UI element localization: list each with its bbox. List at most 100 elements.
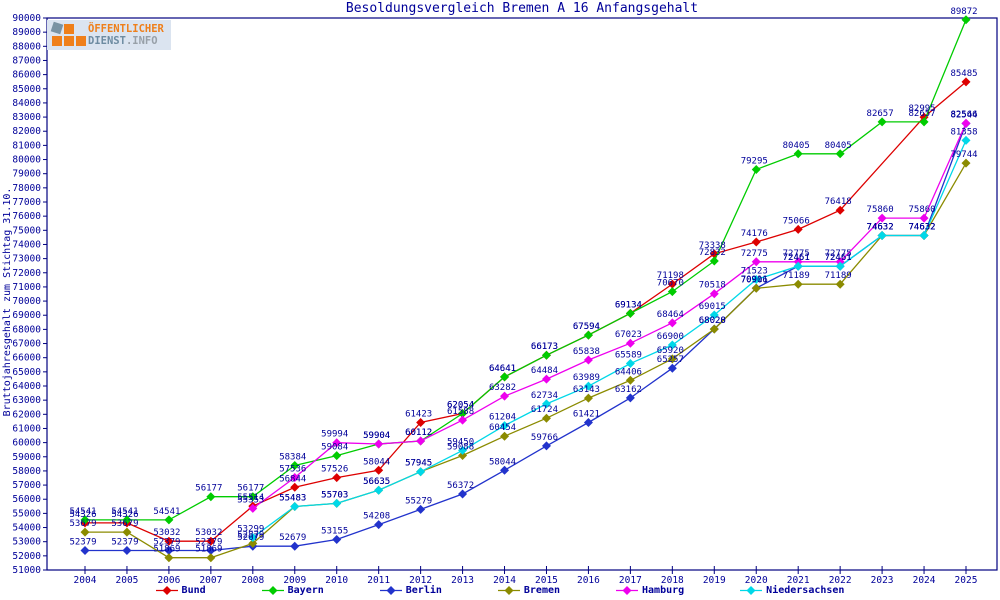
data-label-hamburg: 65838 <box>573 347 600 357</box>
data-marker-berlin <box>122 545 132 555</box>
x-tick-label: 2020 <box>745 575 768 586</box>
data-marker-bremen <box>164 553 174 563</box>
data-label-niedersachsen: 72461 <box>783 253 810 263</box>
y-tick-label: 83000 <box>12 112 41 123</box>
data-label-bund: 71198 <box>657 271 684 281</box>
data-marker-niedersachsen <box>583 381 593 391</box>
data-label-hamburg: 68464 <box>657 310 684 320</box>
data-label-bund: 53032 <box>195 528 222 538</box>
data-marker-bayern <box>541 350 551 360</box>
data-marker-bremen <box>80 527 90 537</box>
data-marker-bayern <box>793 149 803 159</box>
data-label-berlin: 59766 <box>531 433 558 443</box>
data-marker-hamburg <box>416 436 426 446</box>
legend-label: Bremen <box>523 585 561 596</box>
data-label-hamburg: 64484 <box>531 366 558 376</box>
data-label-hamburg: 55353 <box>237 495 264 505</box>
legend-item-niedersachsen: Niedersachsen <box>740 585 844 596</box>
legend-marker-icon <box>740 586 763 595</box>
data-label-hamburg: 72775 <box>741 249 768 259</box>
y-tick-label: 80000 <box>12 155 41 166</box>
data-label-berlin: 52679 <box>237 533 264 543</box>
data-label-bund: 76418 <box>825 197 852 207</box>
data-marker-hamburg <box>290 472 300 482</box>
data-marker-bayern <box>877 117 887 127</box>
data-label-bremen: 56635 <box>363 477 390 487</box>
legend-label: Niedersachsen <box>766 585 845 596</box>
data-marker-bund <box>793 224 803 234</box>
data-label-bayern: 69134 <box>615 300 642 310</box>
y-tick-label: 78000 <box>12 183 41 194</box>
data-label-bremen: 71189 <box>783 271 810 281</box>
data-label-niedersachsen: 53299 <box>237 524 264 534</box>
x-tick-label: 2008 <box>241 575 264 586</box>
y-tick-label: 71000 <box>12 282 41 293</box>
data-label-bremen: 52879 <box>237 530 264 540</box>
data-label-bayern: 82657 <box>867 109 894 119</box>
data-label-niedersachsen: 81358 <box>950 127 977 137</box>
data-marker-bayern <box>458 409 468 419</box>
data-marker-niedersachsen <box>793 261 803 271</box>
data-marker-bayern <box>919 117 929 127</box>
y-tick-label: 67000 <box>12 339 41 350</box>
data-marker-niedersachsen <box>961 135 971 145</box>
data-marker-bremen <box>248 538 258 548</box>
data-label-bayern: 54541 <box>153 507 180 517</box>
data-label-bund: 61423 <box>405 409 432 419</box>
data-label-berlin: 56372 <box>447 481 474 491</box>
x-tick-label: 2019 <box>703 575 726 586</box>
data-marker-hamburg <box>374 439 384 449</box>
data-marker-bayern <box>206 492 216 502</box>
y-tick-label: 62000 <box>12 409 41 420</box>
logo-line1: ÖFFENTLICHER <box>88 23 164 35</box>
data-label-bund: 66173 <box>531 342 558 352</box>
data-label-hamburg: 72775 <box>783 249 810 259</box>
data-marker-berlin <box>458 489 468 499</box>
data-label-bayern: 70670 <box>657 279 684 289</box>
data-marker-bremen <box>122 527 132 537</box>
data-marker-hamburg <box>919 213 929 223</box>
data-marker-berlin <box>500 465 510 475</box>
data-marker-niedersachsen <box>416 467 426 477</box>
data-marker-berlin <box>206 545 216 555</box>
data-marker-bremen <box>835 279 845 289</box>
data-marker-bremen <box>458 451 468 461</box>
data-label-niedersachsen: 74632 <box>909 223 936 233</box>
data-label-berlin: 54208 <box>363 512 390 522</box>
data-label-bremen: 74632 <box>909 223 936 233</box>
data-label-bund: 55514 <box>237 493 264 503</box>
y-tick-label: 73000 <box>12 254 41 265</box>
data-label-niedersachsen: 63989 <box>573 373 600 383</box>
data-label-bremen: 64406 <box>615 367 642 377</box>
data-label-berlin: 74632 <box>867 223 894 233</box>
oeffentlicher-dienst-logo[interactable]: ÖFFENTLICHER DIENST.INFO <box>47 20 171 50</box>
x-tick-label: 2023 <box>871 575 894 586</box>
logo-squares-icon <box>50 21 86 47</box>
data-label-niedersachsen: 59450 <box>447 437 474 447</box>
data-marker-berlin <box>332 534 342 544</box>
data-marker-niedersachsen <box>248 532 258 542</box>
data-marker-bayern <box>500 372 510 382</box>
y-tick-label: 79000 <box>12 169 41 180</box>
data-label-bremen: 53679 <box>69 519 96 529</box>
data-label-bund: 64641 <box>489 364 516 374</box>
y-tick-label: 55000 <box>12 508 41 519</box>
data-marker-niedersachsen <box>919 231 929 241</box>
data-label-berlin: 70911 <box>741 275 768 285</box>
data-label-hamburg: 75860 <box>867 205 894 215</box>
data-label-bremen: 79744 <box>950 150 977 160</box>
series-line-bremen <box>85 162 967 559</box>
data-label-niedersachsen: 69015 <box>699 302 726 312</box>
data-marker-niedersachsen <box>458 445 468 455</box>
data-label-bayern: 58384 <box>279 452 306 462</box>
data-marker-niedersachsen <box>290 502 300 512</box>
data-label-bremen: 60454 <box>489 423 516 433</box>
data-label-berlin: 82544 <box>950 111 977 121</box>
y-tick-label: 82000 <box>12 126 41 137</box>
data-marker-bremen <box>583 393 593 403</box>
data-marker-hamburg <box>332 438 342 448</box>
data-label-hamburg: 59904 <box>363 431 390 441</box>
data-marker-bund <box>751 237 761 247</box>
data-marker-bayern <box>961 15 971 25</box>
y-tick-label: 85000 <box>12 84 41 95</box>
